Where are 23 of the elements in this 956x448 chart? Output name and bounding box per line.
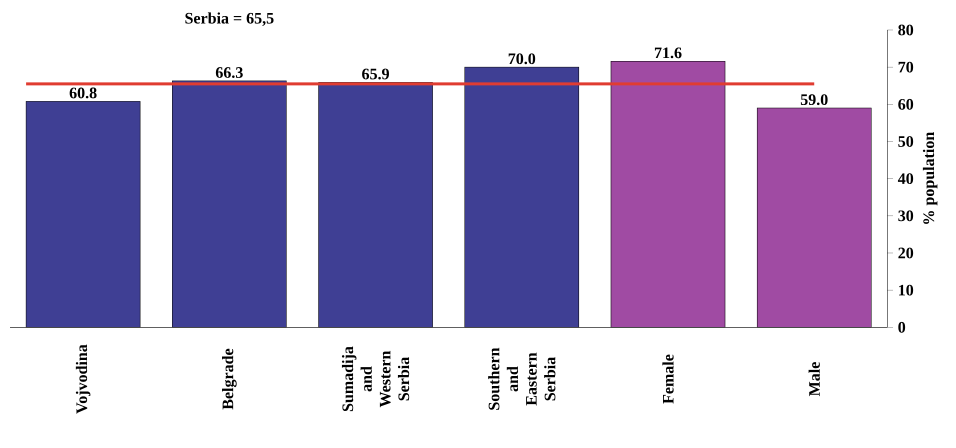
y-tick-label: 10 bbox=[899, 284, 914, 296]
y-tick-label: 0 bbox=[898, 322, 906, 333]
data-label: 66.3 bbox=[216, 67, 243, 78]
data-label: 60.8 bbox=[70, 88, 97, 98]
data-label: 71.6 bbox=[654, 47, 682, 58]
y-tick-label: 80 bbox=[898, 24, 914, 36]
data-label: 59.0 bbox=[800, 94, 828, 106]
x-tick-label: Sumadija and Western Serbia bbox=[342, 346, 410, 412]
y-tick-label: 60 bbox=[898, 98, 914, 110]
y-tick-label: 40 bbox=[898, 173, 914, 184]
x-tick-label: Female bbox=[662, 354, 674, 404]
x-tick-label: Vojvodina bbox=[76, 344, 90, 414]
x-tick-label: Male bbox=[808, 362, 820, 396]
data-label: 70.0 bbox=[508, 53, 536, 64]
x-tick-label: Southern and Eastern Serbia bbox=[488, 348, 556, 410]
text: Serbia = 65,5 bbox=[185, 12, 274, 26]
y-tick-label: 30 bbox=[898, 210, 914, 222]
x-tick-label: Belgrade bbox=[222, 348, 237, 410]
y-tick-label: 20 bbox=[898, 248, 914, 258]
data-label: 65.9 bbox=[362, 68, 389, 80]
y-tick-label: 50 bbox=[898, 136, 914, 147]
y-tick-label: 70 bbox=[898, 62, 914, 73]
y-axis-title: % population bbox=[922, 132, 938, 224]
